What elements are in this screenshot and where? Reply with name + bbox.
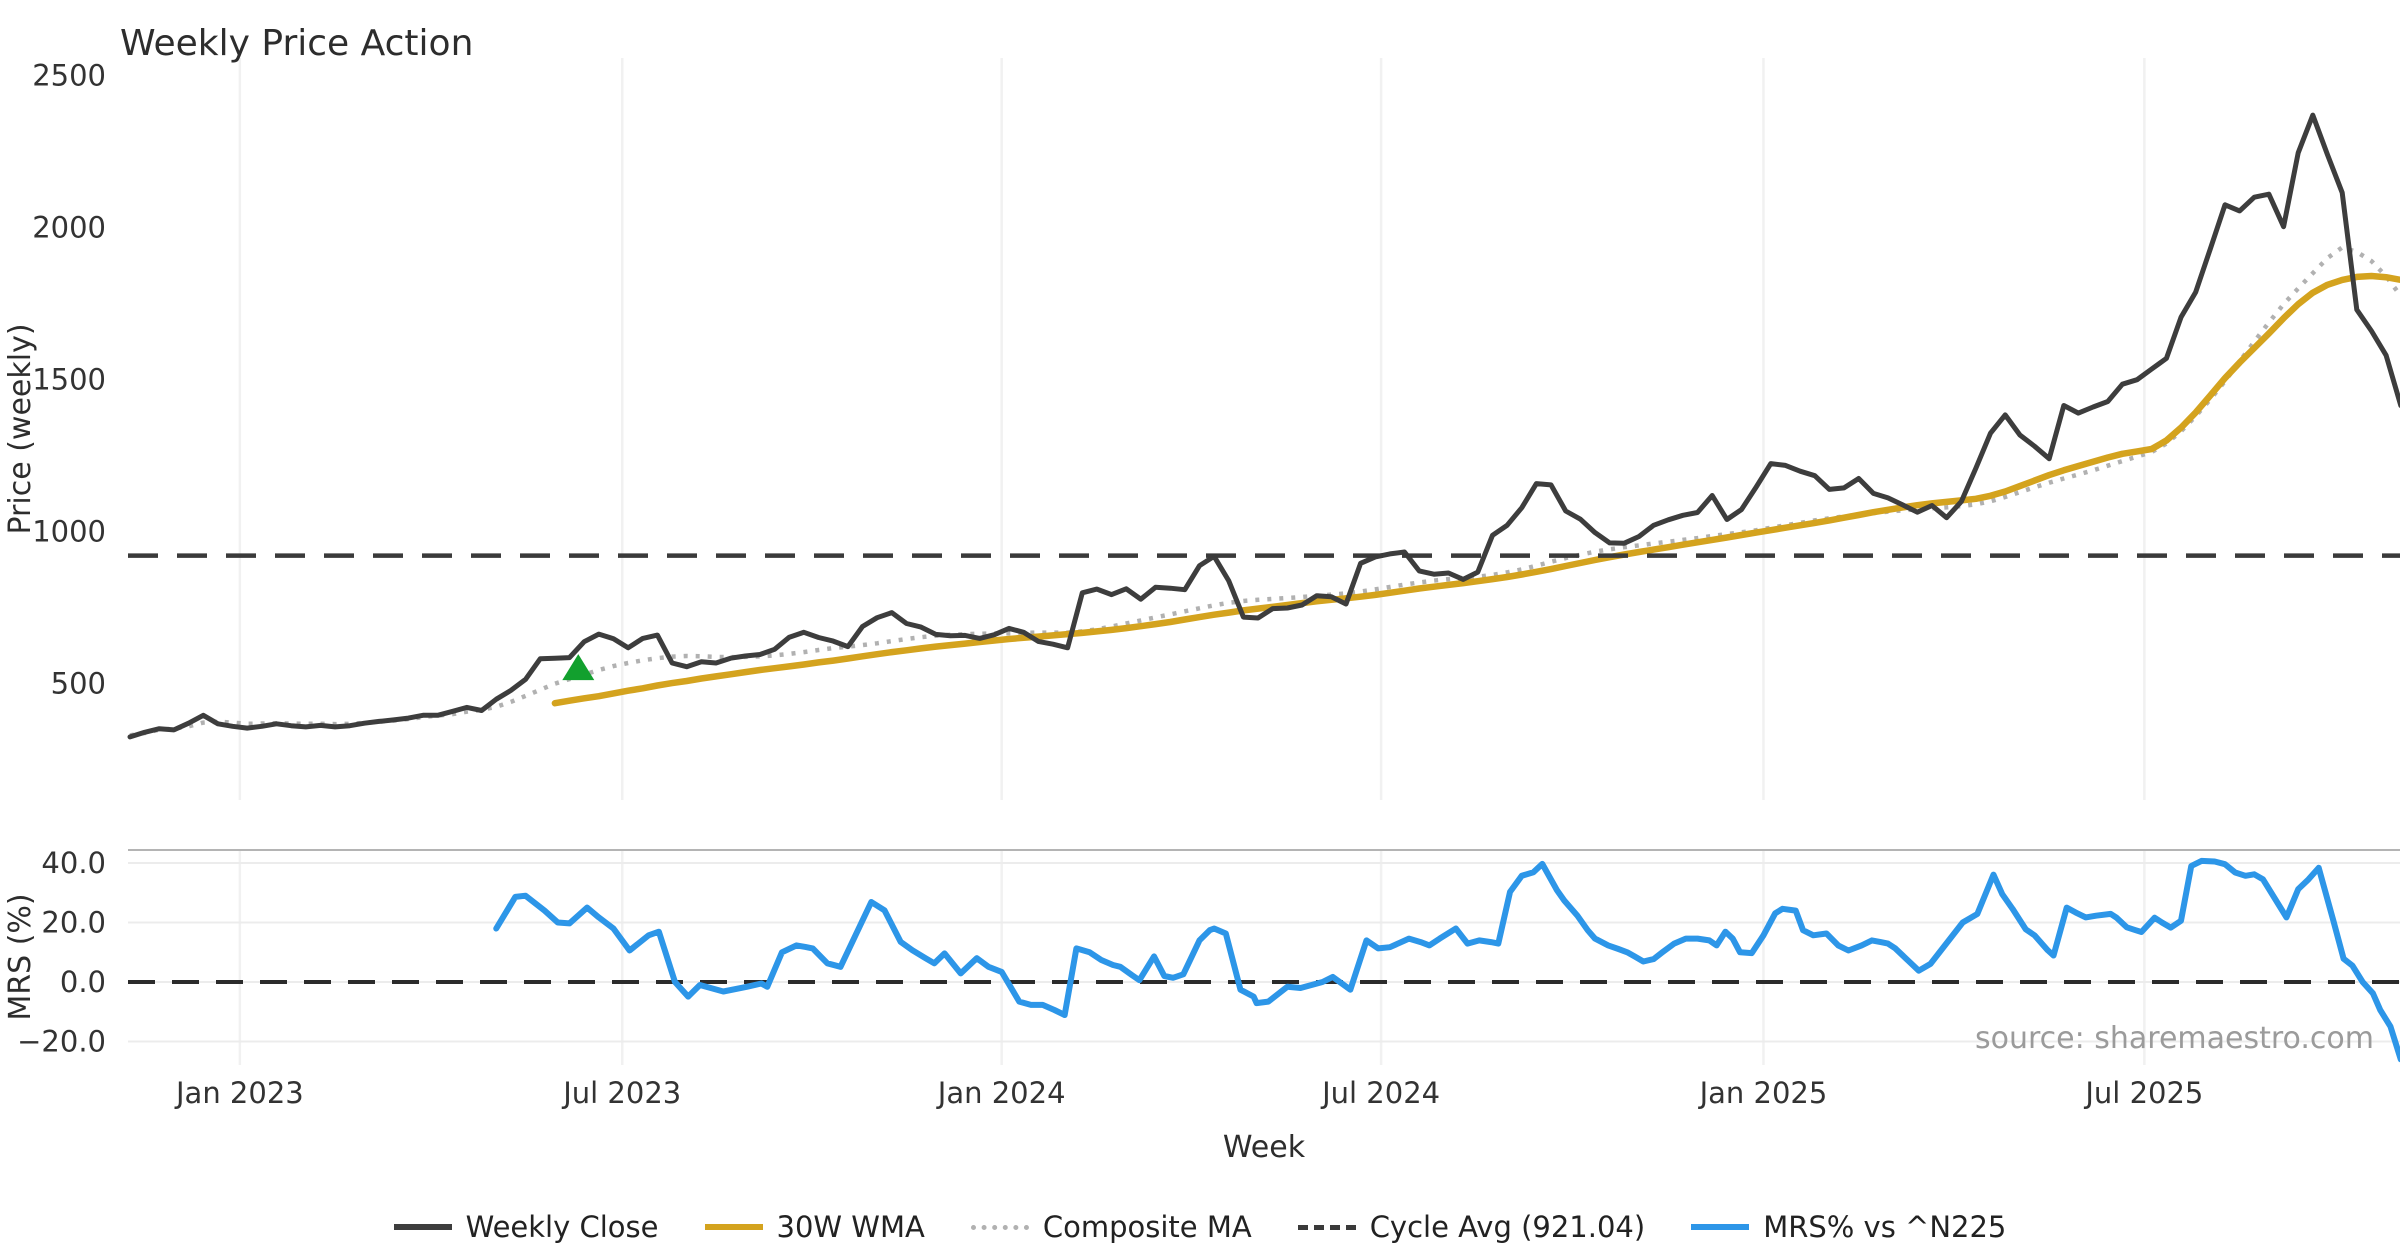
price-axis-label: Price (weekly) — [3, 323, 38, 534]
x-axis-label: Week — [1223, 1130, 1306, 1165]
x-tick-label: Jan 2024 — [936, 1076, 1066, 1110]
tick-labels: 500 1000 1500 2000 2500 −20.0 0.0 20.0 40.0 Jan 2… — [17, 59, 2203, 1110]
price-tick-label: 1000 — [32, 515, 106, 549]
page-title: Weekly Price Action — [120, 23, 473, 64]
legend-label: Composite MA — [1042, 1210, 1252, 1244]
legend-item-composite-ma: Composite MA — [970, 1210, 1252, 1244]
x-tick-label: Jul 2025 — [2083, 1076, 2203, 1110]
buy-signal-marker — [562, 654, 595, 681]
legend-item-mrs-vs-n225: MRS% vs ^N225 — [1691, 1210, 2006, 1244]
legend: Weekly Close 30W WMA Composite MA Cycle Avg… — [0, 1200, 2400, 1254]
gridlines — [128, 58, 2400, 1065]
legend-label: Cycle Avg (921.04) — [1369, 1210, 1646, 1244]
source-note: source: sharemaestro.com — [1975, 1021, 2374, 1056]
price-tick-label: 1500 — [32, 363, 106, 397]
legend-label: MRS% vs ^N225 — [1763, 1210, 2007, 1244]
legend-swatch — [970, 1224, 1029, 1230]
weekly-close-line — [127, 112, 2400, 740]
wma-line — [551, 272, 2400, 707]
x-tick-label: Jul 2024 — [1320, 1076, 1440, 1110]
mrs-tick-label: −20.0 — [17, 1025, 106, 1059]
price-tick-label: 2500 — [32, 59, 106, 93]
labels-layer: Weekly Price Action Price (weekly) MRS (… — [3, 23, 2374, 1165]
legend-item-weekly-close: Weekly Close — [393, 1210, 659, 1244]
x-tick-label: Jan 2025 — [1698, 1076, 1828, 1110]
x-tick-label: Jan 2023 — [174, 1076, 304, 1110]
legend-label: Weekly Close — [465, 1210, 659, 1244]
mrs-axis-label: MRS (%) — [3, 893, 38, 1020]
composite-ma-line — [129, 244, 2400, 738]
series-layer — [127, 112, 2400, 1063]
legend-item-cycle-avg-921-04-: Cycle Avg (921.04) — [1297, 1210, 1646, 1244]
mrs-tick-label: 40.0 — [41, 846, 106, 880]
price-tick-label: 500 — [51, 667, 106, 701]
legend-swatch — [1691, 1224, 1750, 1230]
price-tick-label: 2000 — [32, 211, 106, 245]
mrs-tick-label: 0.0 — [60, 965, 106, 999]
legend-swatch — [393, 1224, 452, 1230]
mrs-line — [493, 857, 2400, 1063]
legend-item-30w-wma: 30W WMA — [704, 1210, 925, 1244]
legend-label: 30W WMA — [776, 1210, 925, 1244]
mrs-tick-label: 20.0 — [41, 906, 106, 940]
legend-swatch — [704, 1224, 763, 1230]
x-tick-label: Jul 2023 — [561, 1076, 681, 1110]
legend-swatch — [1297, 1224, 1356, 1230]
